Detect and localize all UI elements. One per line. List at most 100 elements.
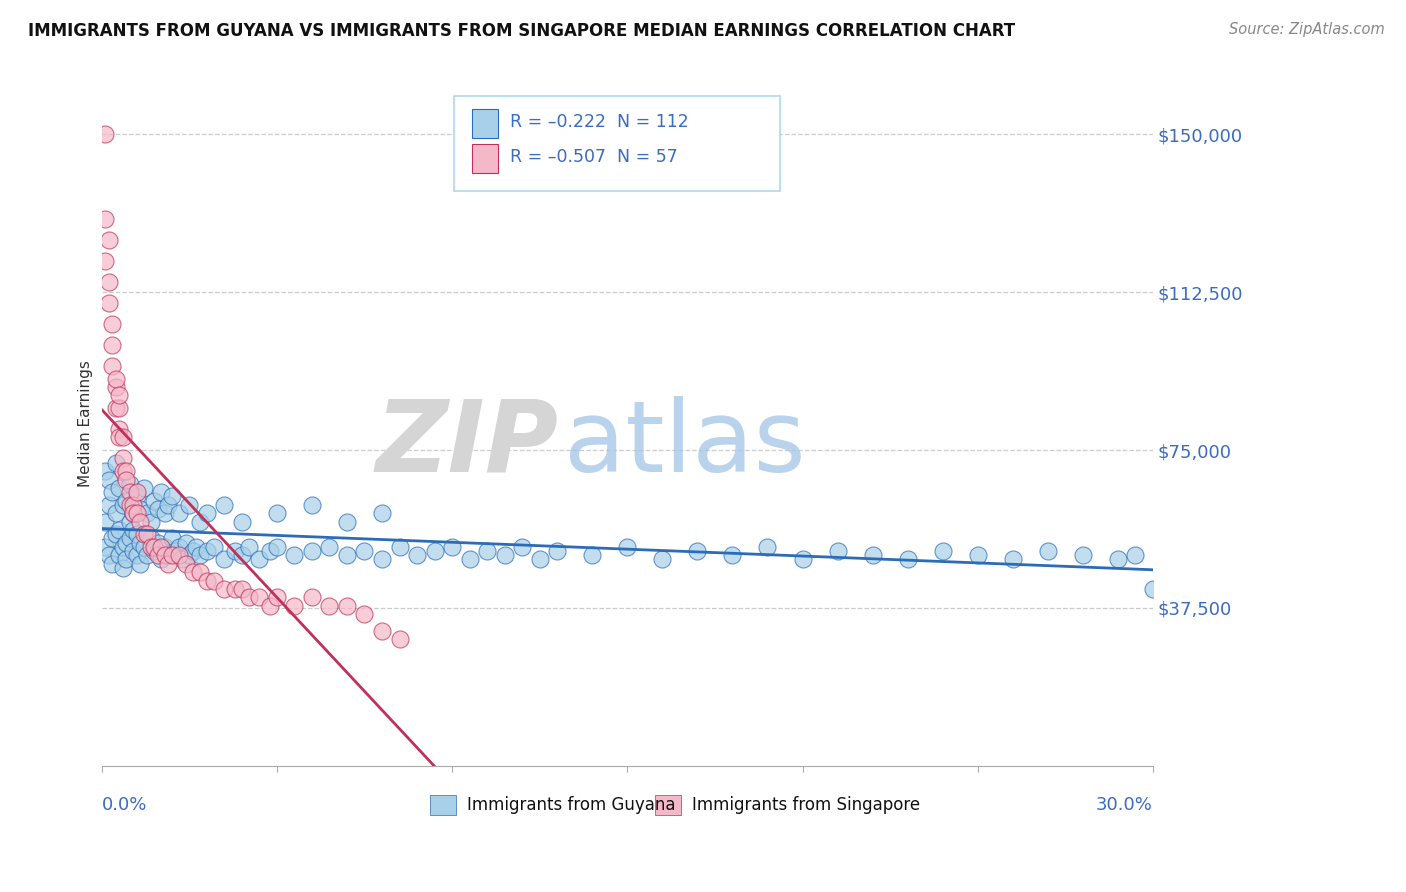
Point: [150, 552, 173, 566]
Point: [167, 506, 190, 520]
Point: [108, 388, 131, 402]
Point: [136, 527, 159, 541]
Point: [510, 540, 533, 554]
Point: [97, 473, 120, 487]
Point: [188, 548, 211, 562]
Point: [97, 548, 120, 562]
Point: [108, 548, 131, 562]
Point: [371, 552, 394, 566]
Point: [231, 515, 253, 529]
Point: [160, 489, 183, 503]
Point: [104, 456, 127, 470]
Point: [214, 498, 236, 512]
Point: [441, 540, 464, 554]
Point: [353, 607, 375, 622]
Point: [108, 422, 131, 436]
Text: ZIP: ZIP: [375, 396, 560, 492]
Point: [529, 552, 551, 566]
Point: [179, 548, 201, 562]
Point: [97, 275, 120, 289]
Point: [318, 540, 340, 554]
Point: [122, 498, 145, 512]
Point: [179, 498, 201, 512]
Point: [165, 544, 187, 558]
Point: [157, 498, 180, 512]
Point: [172, 552, 194, 566]
Point: [195, 544, 218, 558]
Text: R = –0.222  N = 112: R = –0.222 N = 112: [509, 113, 689, 131]
Point: [266, 540, 288, 554]
Point: [139, 515, 162, 529]
Point: [153, 506, 176, 520]
Bar: [471, 109, 498, 138]
Point: [966, 548, 988, 562]
Point: [115, 552, 138, 566]
Point: [792, 552, 814, 566]
Point: [318, 599, 340, 613]
FancyBboxPatch shape: [454, 95, 780, 191]
Point: [94, 540, 117, 554]
Point: [146, 502, 169, 516]
Y-axis label: Median Earnings: Median Earnings: [79, 360, 93, 487]
Point: [160, 532, 183, 546]
Point: [247, 552, 270, 566]
Point: [97, 498, 120, 512]
Point: [224, 544, 246, 558]
Point: [259, 544, 281, 558]
Point: [224, 582, 246, 596]
Point: [125, 506, 148, 520]
Point: [94, 253, 117, 268]
Point: [132, 481, 155, 495]
Point: [238, 591, 260, 605]
Point: [897, 552, 920, 566]
Point: [301, 591, 323, 605]
Point: [115, 464, 138, 478]
Point: [686, 544, 709, 558]
Text: Immigrants from Singapore: Immigrants from Singapore: [692, 796, 920, 814]
Point: [181, 544, 204, 558]
Point: [111, 561, 134, 575]
Point: [174, 557, 197, 571]
Text: R = –0.507  N = 57: R = –0.507 N = 57: [509, 148, 678, 166]
Point: [932, 544, 955, 558]
Point: [336, 515, 359, 529]
Point: [125, 548, 148, 562]
Point: [94, 515, 117, 529]
Point: [146, 548, 169, 562]
Point: [122, 506, 145, 520]
Point: [111, 540, 134, 554]
Point: [101, 359, 124, 373]
Point: [122, 544, 145, 558]
Point: [651, 552, 673, 566]
Point: [1125, 548, 1147, 562]
Point: [195, 574, 218, 588]
Point: [125, 485, 148, 500]
Point: [111, 464, 134, 478]
Point: [139, 532, 162, 546]
Point: [111, 451, 134, 466]
Text: 0.0%: 0.0%: [101, 797, 148, 814]
Point: [108, 401, 131, 415]
Point: [283, 548, 305, 562]
Point: [167, 548, 190, 562]
Point: [118, 476, 141, 491]
Point: [150, 485, 173, 500]
Point: [336, 599, 359, 613]
Point: [111, 498, 134, 512]
Bar: [471, 145, 498, 173]
Point: [101, 485, 124, 500]
Point: [231, 582, 253, 596]
Point: [125, 489, 148, 503]
Point: [188, 565, 211, 579]
Point: [581, 548, 603, 562]
Point: [827, 544, 849, 558]
Point: [101, 338, 124, 352]
Point: [101, 317, 124, 331]
Point: [139, 540, 162, 554]
Point: [143, 493, 166, 508]
Point: [104, 506, 127, 520]
Point: [721, 548, 744, 562]
Point: [195, 506, 218, 520]
Point: [160, 548, 183, 562]
Point: [266, 591, 288, 605]
